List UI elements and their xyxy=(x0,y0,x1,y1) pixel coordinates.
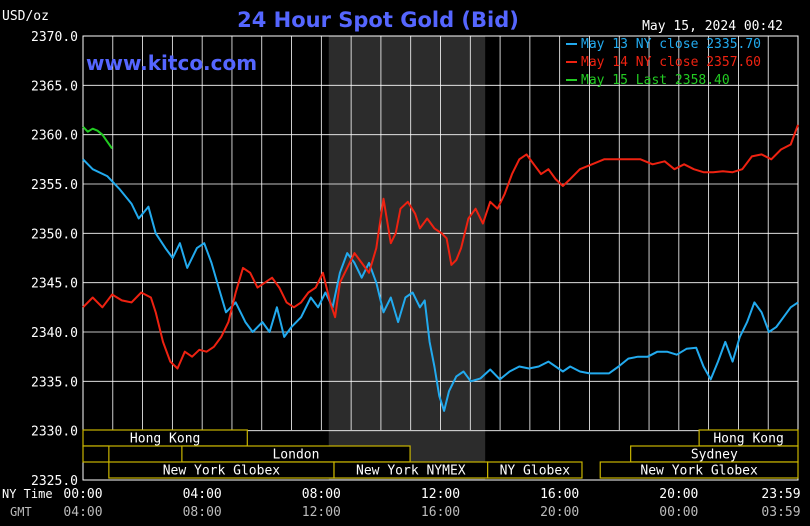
series-line-1 xyxy=(82,124,799,370)
gmt-row-label: GMT xyxy=(10,505,32,519)
y-tick-label: 2365.0 xyxy=(31,79,78,94)
y-tick-label: 2355.0 xyxy=(31,178,78,193)
session-box xyxy=(487,461,583,479)
unit-label: USD/oz xyxy=(2,9,49,24)
x-tick-label-gmt: 00:00 xyxy=(659,505,698,520)
date-label: May 15, 2024 00:42 xyxy=(642,19,783,34)
session-box xyxy=(82,429,248,447)
session-box xyxy=(599,461,799,479)
x-tick-label-ny: 23:59 xyxy=(761,487,800,502)
x-tick-label-gmt: 12:00 xyxy=(302,505,341,520)
y-tick-label: 2345.0 xyxy=(31,277,78,292)
x-tick-label-gmt: 16:00 xyxy=(421,505,460,520)
watermark: www.kitco.com xyxy=(86,51,257,75)
session-label: Sydney xyxy=(691,448,738,463)
y-tick-label: 2350.0 xyxy=(31,227,78,242)
x-tick-label-gmt: 03:59 xyxy=(761,505,800,520)
x-tick-label-ny: 04:00 xyxy=(183,487,222,502)
legend-entry: May 15 Last 2358.40 xyxy=(581,73,730,88)
series-lines xyxy=(82,124,799,412)
x-tick-label-ny: 20:00 xyxy=(659,487,698,502)
grid-lines xyxy=(82,35,799,481)
session-box xyxy=(82,445,110,463)
session-label: Hong Kong xyxy=(713,432,783,447)
x-tick-label-gmt: 04:00 xyxy=(63,505,102,520)
x-tick-label-gmt: 20:00 xyxy=(540,505,579,520)
nymex-shaded-band xyxy=(328,36,486,480)
y-tick-label: 2335.0 xyxy=(31,375,78,390)
x-tick-label-gmt: 08:00 xyxy=(183,505,222,520)
y-tick-label: 2340.0 xyxy=(31,326,78,341)
ny-time-row-label: NY Time xyxy=(2,487,53,501)
x-axis: NY Time GMT 00:00 04:00 04:00 08:00 08:00 12:00… xyxy=(2,487,801,520)
session-label: London xyxy=(272,448,319,463)
series-line-0 xyxy=(82,158,799,412)
shaded-session-band xyxy=(328,36,486,480)
x-tick-label-ny: 12:00 xyxy=(421,487,460,502)
y-tick-label: 2360.0 xyxy=(31,129,78,144)
legend-entry: May 13 NY close 2335.70 xyxy=(581,37,761,52)
session-label: New York Globex xyxy=(640,464,758,479)
session-label: Hong Kong xyxy=(130,432,200,447)
x-tick-label-ny: 00:00 xyxy=(63,487,102,502)
y-tick-label: 2330.0 xyxy=(31,425,78,440)
x-tick-label-ny: 08:00 xyxy=(302,487,341,502)
y-tick-label: 2325.0 xyxy=(31,474,78,489)
y-axis: 2325.0 2330.0 2335.0 2340.0 2345.0 2350.0 2355… xyxy=(31,30,78,489)
x-tick-label-ny: 16:00 xyxy=(540,487,579,502)
session-label: New York Globex xyxy=(163,464,281,479)
legend: May 13 NY close 2335.70 May 14 NY close 2… xyxy=(566,37,761,88)
legend-entry: May 14 NY close 2357.60 xyxy=(581,55,761,70)
y-tick-label: 2370.0 xyxy=(31,30,78,45)
session-label: NY Globex xyxy=(500,464,571,479)
series-line-2 xyxy=(82,126,113,150)
session-label: New York NYMEX xyxy=(356,464,466,479)
chart-title: 24 Hour Spot Gold (Bid) xyxy=(237,8,519,32)
